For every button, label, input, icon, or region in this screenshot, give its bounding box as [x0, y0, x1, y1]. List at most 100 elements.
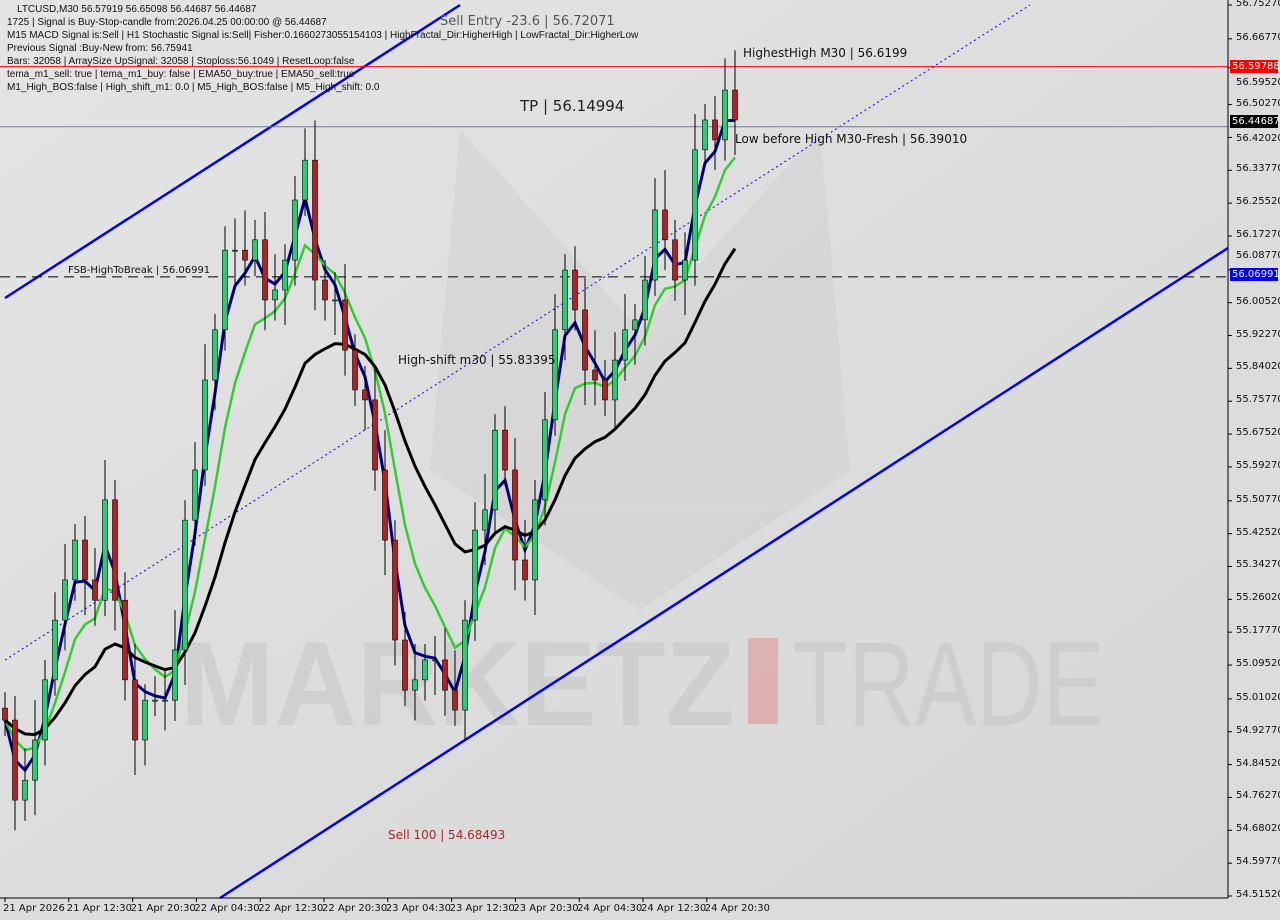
time-tick-label: 23 Apr 04:30	[385, 903, 451, 914]
bull-candle	[632, 319, 638, 331]
bear-candle	[582, 309, 588, 371]
price-tick-label: 55.09520	[1236, 658, 1280, 670]
bull-candle	[172, 649, 178, 701]
bull-candle	[492, 429, 498, 511]
bear-candle	[372, 399, 378, 471]
time-tick-label: 23 Apr 12:30	[449, 903, 515, 914]
info-line-5: tema_m1_sell: true | tema_m1_buy: false …	[7, 69, 355, 80]
price-tick-label: 55.50770	[1236, 493, 1280, 505]
price-tick-label: 54.68020	[1236, 823, 1280, 835]
bull-candle	[682, 259, 688, 281]
price-tick-label: 54.92770	[1236, 724, 1280, 736]
tp-label: TP | 56.14994	[520, 97, 625, 115]
bear-candle	[442, 659, 448, 691]
bid-price-tag: 56.59788	[1230, 60, 1280, 73]
bull-candle	[52, 619, 58, 681]
time-tick-label: 21 Apr 2026	[3, 903, 65, 914]
bull-candle	[222, 249, 228, 331]
bull-candle	[532, 499, 538, 581]
bull-candle	[652, 209, 658, 281]
bull-candle	[152, 699, 158, 702]
bear-candle	[732, 89, 738, 121]
bull-candle	[622, 329, 628, 361]
price-tick-label: 56.66770	[1236, 31, 1280, 43]
sell-entry-label: Sell Entry -23.6 | 56.72071	[440, 14, 615, 29]
bear-candle	[122, 599, 128, 681]
bear-candle	[342, 299, 348, 351]
bear-candle	[242, 249, 248, 261]
price-tick-label: 55.42520	[1236, 526, 1280, 538]
bear-candle	[572, 269, 578, 311]
price-tick-label: 55.84020	[1236, 361, 1280, 373]
bull-candle	[722, 89, 728, 141]
info-line-2: M15 MACD Signal is:Sell | H1 Stochastic …	[7, 30, 639, 41]
price-tick-label: 56.17270	[1236, 228, 1280, 240]
sell-100-label: Sell 100 | 54.68493	[388, 828, 506, 842]
bear-candle	[662, 209, 668, 241]
bear-candle	[2, 707, 8, 721]
bull-candle	[642, 279, 648, 321]
bull-candle	[552, 329, 558, 421]
info-line-1: 1725 | Signal is Buy-Stop-candle from:20…	[7, 17, 327, 28]
bull-candle	[292, 199, 298, 261]
bear-candle	[592, 369, 598, 381]
fsb-label: FSB-HighToBreak | 56.06991	[68, 265, 211, 276]
bear-candle	[82, 539, 88, 581]
price-tick-label: 56.75270	[1236, 0, 1280, 9]
watermark-right: TRADE	[792, 617, 1104, 751]
time-tick-label: 23 Apr 20:30	[513, 903, 579, 914]
price-tick-label: 55.59270	[1236, 459, 1280, 471]
bull-candle	[182, 519, 188, 651]
price-tick-label: 55.67520	[1236, 427, 1280, 439]
fsb-price-tag: 56.06991	[1230, 268, 1280, 281]
bear-candle	[602, 379, 608, 401]
price-tick-label: 55.75770	[1236, 394, 1280, 406]
price-tick-label: 54.76270	[1236, 790, 1280, 802]
bull-candle	[142, 699, 148, 741]
bear-candle	[712, 119, 718, 141]
bull-candle	[302, 159, 308, 201]
bear-candle	[512, 469, 518, 561]
price-tick-label: 56.08770	[1236, 249, 1280, 261]
time-tick-label: 24 Apr 12:30	[641, 903, 707, 914]
price-tick-label: 54.51520	[1236, 889, 1280, 900]
bull-candle	[282, 259, 288, 291]
bull-candle	[542, 419, 548, 501]
price-tick-label: 55.01020	[1236, 691, 1280, 703]
price-tick-label: 55.26020	[1236, 592, 1280, 604]
bear-candle	[112, 499, 118, 601]
info-line-6: M1_High_BOS:false | High_shift_m1: 0.0 |…	[7, 82, 380, 93]
channel-lower-line	[219, 246, 1229, 900]
axis-ticks	[4, 4, 1232, 902]
price-tick-label: 55.92270	[1236, 328, 1280, 340]
bear-candle	[352, 349, 358, 391]
price-tick-label: 54.84520	[1236, 757, 1280, 769]
symbol-line: LTCUSD,M30 56.57919 56.65098 56.44687 56…	[17, 4, 257, 15]
bull-candle	[102, 499, 108, 601]
bull-candle	[562, 269, 568, 331]
bull-candle	[332, 299, 338, 302]
bear-candle	[452, 689, 458, 711]
price-tick-label: 56.59520	[1236, 76, 1280, 88]
bear-candle	[402, 639, 408, 691]
time-tick-label: 22 Apr 12:30	[258, 903, 324, 914]
bull-candle	[612, 359, 618, 401]
bull-candle	[422, 659, 428, 681]
time-tick-label: 24 Apr 04:30	[577, 903, 643, 914]
bull-candle	[432, 659, 438, 662]
bull-candle	[472, 529, 478, 621]
bull-candle	[162, 699, 168, 702]
bear-candle	[132, 679, 138, 741]
bull-candle	[252, 239, 258, 261]
bull-candle	[232, 249, 238, 252]
bull-candle	[202, 379, 208, 471]
price-tick-label: 54.59770	[1236, 856, 1280, 868]
bull-candle	[482, 509, 488, 531]
bear-candle	[322, 279, 328, 301]
bear-candle	[92, 579, 98, 601]
price-tick-label: 56.25520	[1236, 196, 1280, 208]
price-tick-label: 56.33770	[1236, 163, 1280, 175]
bull-candle	[42, 679, 48, 741]
bull-candle	[192, 469, 198, 521]
